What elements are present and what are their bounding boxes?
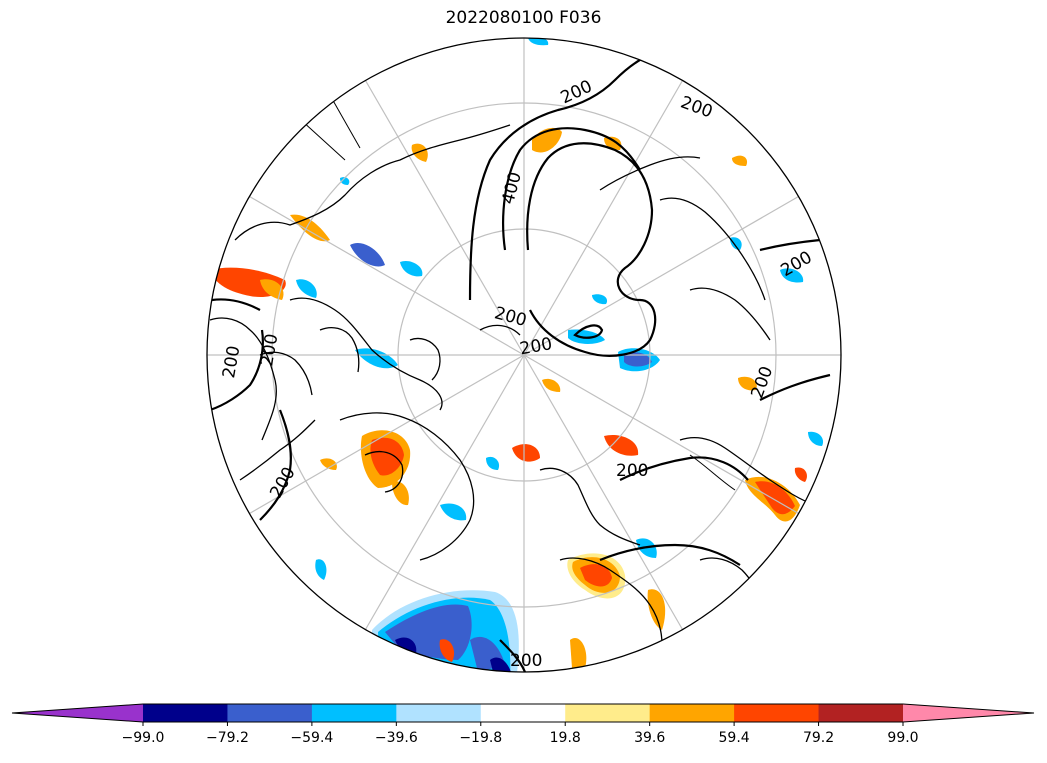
colorbar-segment [565,704,651,722]
map-disk: 200 200 400 200 200 200 200 200 200 200 … [206,37,842,673]
pos-mid-east-2 [738,376,757,391]
meridian-line [364,80,525,356]
neg-mid-patch-13 [730,237,742,250]
meridian-line [523,80,684,356]
coastline-nunavut [319,327,360,373]
contour-400 [502,127,641,251]
pos-strong-east-2 [794,467,807,482]
neg-mid-patch-10 [592,294,608,305]
colorbar-tick-label: −19.8 [459,730,502,746]
colorbar-segment [227,704,313,722]
colorbar-segment [143,704,228,722]
contour-small-loop [573,324,604,339]
neg-mid-patch-15 [340,177,350,185]
pos-strong-greenland [370,437,404,476]
coastline-baffin [364,451,404,493]
coastlines [209,124,816,661]
contour-label: 200 [510,651,542,671]
colorbar-tick-label: −59.4 [290,730,333,746]
contour-200-east [759,238,821,252]
colorbar-tick-label: −39.6 [375,730,418,746]
coastline-north-asia [599,156,701,191]
coastline-east-siberia [659,197,766,301]
contour-200 [468,43,681,301]
pos-mid-ne-4 [411,143,428,162]
coastline-island [479,324,521,336]
colorbar-segment [649,704,735,722]
contour-200-sw [259,409,292,521]
coastline-canada [289,297,443,411]
coastline-ellesmere [409,337,441,381]
coastline-taymyr [689,287,771,341]
colorbar-segment [818,704,904,722]
coastline-scandinavia [559,557,663,661]
colorbar-over-arrow [903,704,1034,722]
coastline-siberia [234,124,511,241]
neg-mid-patch-11 [486,456,500,470]
meridian-line [523,354,684,630]
contour-200-w [209,329,264,412]
contour-200-bottom [499,639,527,672]
neg-mid-patch-5 [440,503,467,521]
colorbar-tick-label: 59.4 [719,730,750,746]
graticule [207,38,841,672]
map-boundary-circle [206,37,842,673]
neg-strong-patch-1 [624,352,652,367]
meridian-line [249,354,525,515]
coastline-alaska [209,317,277,441]
pos-strong-small-2 [604,434,639,456]
neg-mid-patch-9 [780,268,804,283]
meridian-line [364,354,525,630]
neg-mid-patch-4 [400,260,423,277]
colorbar-under-arrow [12,704,143,722]
neg-mid-patch-14 [808,431,824,446]
pos-mid-ne-3 [732,155,748,166]
pos-strong-area [580,564,612,587]
colorbar-tick-label: 79.2 [803,730,834,746]
positive-anomaly-greenland [320,378,639,506]
positive-anomaly-scandinavia [439,553,666,668]
pos-strong-area-4 [439,639,455,662]
colorbar-ticks: −99.0 −79.2 −59.4 −39.6 −19.8 19.8 39.6 59.4 79.… [122,722,919,746]
contour-200-s [599,543,741,566]
colorbar-segment [396,704,482,722]
coastline-arctic-islands [239,419,316,481]
colorbar-segments [143,704,904,722]
meridian-line [523,354,799,515]
colorbar-tick-label: 99.0 [887,730,918,746]
colorbar-segment [480,704,566,722]
neg-strong-patch-2 [350,242,385,267]
neg-mid-patch-3 [355,348,398,369]
colorbar: −99.0 −79.2 −59.4 −39.6 −19.8 19.8 39.6 59.4 79.… [11,703,1035,746]
colorbar-tick-label: −99.0 [122,730,165,746]
colorbar-tick-label: 19.8 [550,730,581,746]
coastline-russia [679,437,816,506]
meridian-line [523,195,799,356]
neg-mid-patch-8 [315,559,327,580]
pos-mid-west-2 [260,279,284,300]
pos-mid-area-2 [647,589,666,630]
pos-mid-small [320,458,337,470]
neg-mid-patch-7 [296,279,317,298]
coastline-greenland [339,412,475,561]
coastline-yukon [259,351,313,396]
contour-200-se [619,456,749,481]
contour-label: 200 [616,461,648,481]
contour-200-e2 [759,373,831,401]
pos-mid-area-3 [570,638,587,668]
colorbar-tick-label: 39.6 [634,730,665,746]
colorbar-tick-label: −79.2 [206,730,249,746]
coastline-svalbard [539,467,641,546]
colorbar-segment [311,704,397,722]
contour-200-w2 [211,298,261,311]
map-title: 2022080100 F036 [445,8,602,28]
pos-strong-small [512,444,540,462]
contour-200-loop [526,142,657,357]
pos-mid-small-2 [542,378,561,392]
colorbar-segment [734,704,820,722]
